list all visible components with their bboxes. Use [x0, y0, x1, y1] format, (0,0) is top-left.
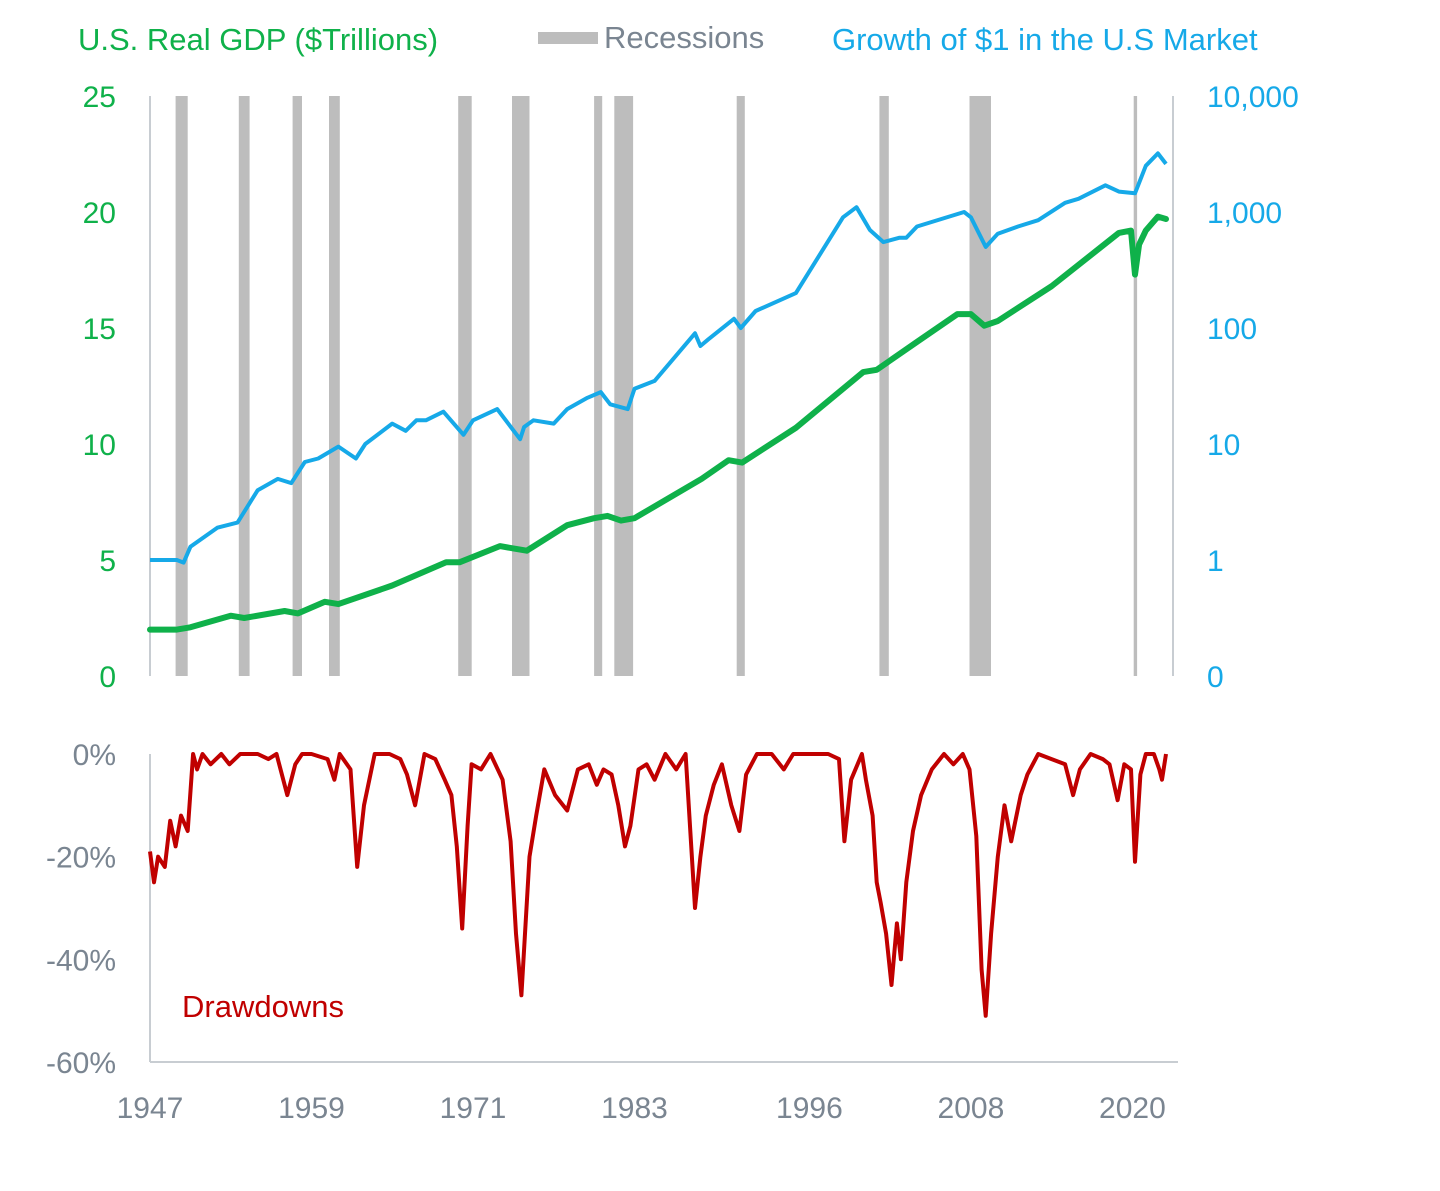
recession-band	[969, 96, 991, 676]
market-tick-label: 0	[1207, 661, 1224, 694]
recession-band	[512, 96, 530, 676]
drawdowns-label: Drawdowns	[182, 989, 344, 1024]
drawdown-tick-label: 0%	[73, 739, 116, 772]
drawdown-tick-label: -60%	[46, 1047, 116, 1080]
gdp-tick-label: 15	[83, 313, 116, 346]
gdp-tick-label: 10	[83, 429, 116, 462]
recession-band	[329, 96, 340, 676]
recession-band	[175, 96, 188, 676]
year-tick-label: 1947	[117, 1092, 184, 1125]
gdp-tick-label: 20	[83, 197, 116, 230]
recession-band	[292, 96, 302, 676]
drawdown-tick-label: -40%	[46, 944, 116, 977]
drawdown-axis-ticks: 0% -20% -40% -60%	[46, 739, 116, 1080]
gdp-tick-label: 0	[99, 661, 116, 694]
year-tick-label: 2008	[938, 1092, 1005, 1125]
recession-band	[614, 96, 634, 676]
recession-band	[458, 96, 472, 676]
market-tick-label: 1,000	[1207, 197, 1282, 230]
legend-market-label: Growth of $1 in the U.S Market	[832, 22, 1258, 57]
drawdown-tick-label: -20%	[46, 842, 116, 875]
year-tick-label: 1959	[278, 1092, 345, 1125]
year-tick-label: 1971	[440, 1092, 507, 1125]
recession-band	[736, 96, 745, 676]
legend: U.S. Real GDP ($Trillions) Recessions Gr…	[78, 20, 1258, 57]
drawdown-line	[148, 752, 1168, 1018]
gdp-line	[147, 213, 1169, 633]
market-tick-label: 100	[1207, 313, 1257, 346]
axes	[149, 96, 1178, 1063]
market-tick-label: 10	[1207, 429, 1240, 462]
gdp-tick-label: 25	[83, 81, 116, 114]
recession-bands	[175, 96, 1138, 676]
market-tick-label: 10,000	[1207, 81, 1299, 114]
legend-recession-swatch	[538, 32, 598, 44]
series-lines	[147, 151, 1169, 1018]
gdp-tick-label: 5	[99, 545, 116, 578]
recession-band	[594, 96, 603, 676]
year-tick-label: 1996	[776, 1092, 843, 1125]
market-tick-label: 1	[1207, 545, 1224, 578]
year-axis-ticks: 1947 1959 1971 1983 1996 2008 2020	[117, 1092, 1166, 1125]
market-growth-line	[150, 151, 1168, 565]
recession-band	[238, 96, 250, 676]
year-tick-label: 2020	[1099, 1092, 1166, 1125]
legend-gdp-label: U.S. Real GDP ($Trillions)	[78, 22, 438, 57]
year-tick-label: 1983	[601, 1092, 668, 1125]
recession-band	[1133, 96, 1138, 676]
legend-recession-label: Recessions	[604, 20, 764, 55]
market-axis-ticks: 0 1 10 100 1,000 10,000	[1207, 81, 1299, 694]
recession-band	[879, 96, 889, 676]
gdp-axis-ticks: 0 5 10 15 20 25	[83, 81, 116, 694]
